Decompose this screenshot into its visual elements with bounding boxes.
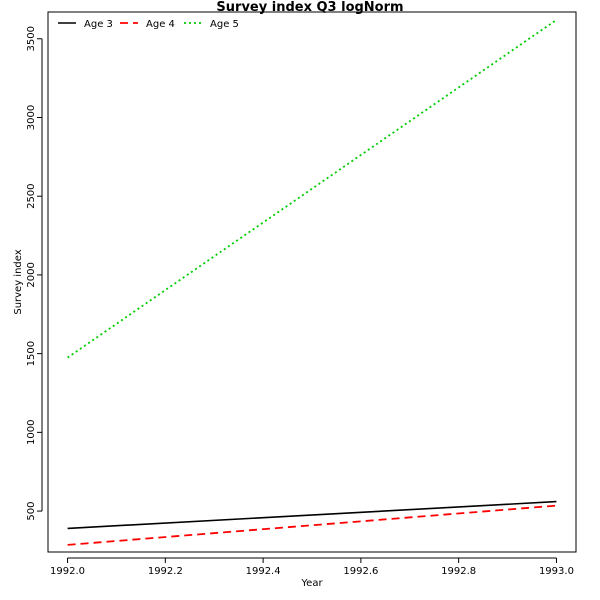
chart-title: Survey index Q3 logNorm — [216, 0, 403, 15]
x-axis-label: Year — [300, 578, 323, 589]
x-tick-label: 1992.0 — [50, 566, 85, 577]
series-line-age-4 — [67, 504, 557, 546]
x-tick-label: 1992.8 — [441, 566, 476, 577]
y-tick-label: 3500 — [26, 26, 37, 51]
legend-item-age-3: Age 3 — [58, 19, 113, 30]
x-tick-label: 1993.0 — [539, 566, 574, 577]
y-tick-label: 2000 — [26, 262, 37, 287]
x-tick-label: 1992.2 — [148, 566, 183, 577]
y-tick-label: 1000 — [26, 420, 37, 445]
y-axis: 500 1000 1500 2000 2500 3000 3500 — [26, 26, 43, 521]
legend-item-age-5: Age 5 — [184, 19, 239, 30]
y-tick-label: 500 — [26, 502, 37, 521]
legend-item-age-4: Age 4 — [120, 19, 175, 30]
series-line-age-3 — [67, 500, 557, 530]
series-layer — [67, 19, 557, 546]
x-axis: 1992.0 1992.2 1992.4 1992.6 1992.8 1993.0 — [50, 557, 574, 577]
legend-label: Age 3 — [84, 19, 113, 30]
plot-frame — [47, 11, 577, 553]
x-tick-label: 1992.4 — [246, 566, 281, 577]
legend-label: Age 5 — [210, 19, 239, 30]
y-tick-label: 3000 — [26, 105, 37, 130]
y-axis-label: Survey index — [13, 249, 24, 314]
y-tick-label: 1500 — [26, 341, 37, 366]
series-line-age-5 — [67, 19, 557, 359]
y-tick-label: 2500 — [26, 183, 37, 208]
x-tick-label: 1992.6 — [343, 566, 378, 577]
legend: Age 3 Age 4 Age 5 — [58, 19, 239, 30]
legend-label: Age 4 — [146, 19, 175, 30]
